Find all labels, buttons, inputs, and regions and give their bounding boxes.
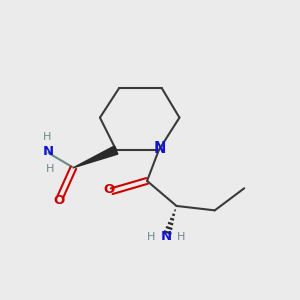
Text: H: H bbox=[177, 232, 186, 242]
Text: H: H bbox=[147, 232, 155, 242]
Text: N: N bbox=[154, 141, 167, 156]
Text: O: O bbox=[103, 183, 114, 196]
Text: N: N bbox=[43, 145, 54, 158]
Polygon shape bbox=[74, 146, 118, 168]
Text: H: H bbox=[46, 164, 54, 174]
Text: H: H bbox=[43, 132, 51, 142]
Text: N: N bbox=[160, 230, 172, 243]
Text: O: O bbox=[53, 194, 64, 207]
